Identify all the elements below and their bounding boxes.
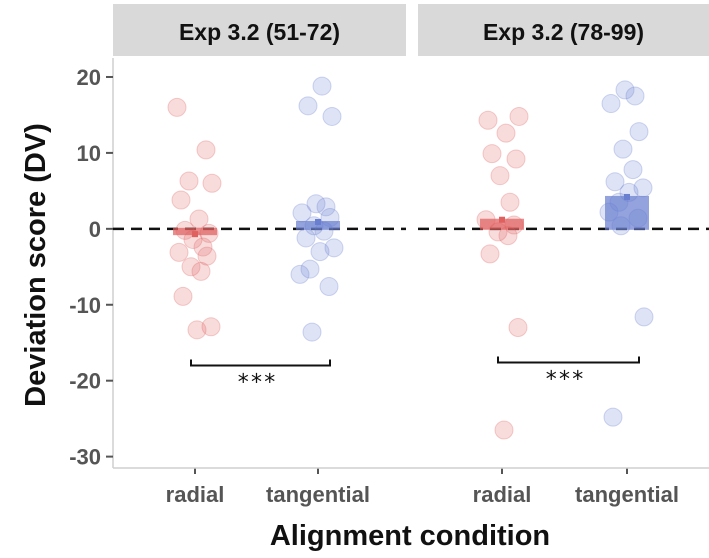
- y-tick-label: 20: [77, 65, 101, 90]
- tangential-point: [629, 122, 649, 142]
- radial-point: [488, 222, 508, 242]
- tangential-mean-marker: [315, 219, 321, 225]
- tangential-point: [615, 80, 635, 100]
- tangential-point: [319, 277, 339, 297]
- tangential-point: [633, 178, 653, 198]
- tangential-point: [292, 203, 312, 223]
- radial-point: [490, 166, 510, 186]
- x-axis-title: Alignment condition: [270, 520, 550, 552]
- y-tick-label: -20: [69, 369, 101, 394]
- tangential-point: [623, 160, 643, 180]
- radial-point: [202, 173, 222, 193]
- radial-point: [500, 192, 520, 212]
- tangential-point: [296, 228, 316, 248]
- tangential-point: [605, 172, 625, 192]
- radial-point: [193, 237, 213, 257]
- radial-point: [181, 257, 201, 277]
- radial-point: [478, 110, 498, 130]
- radial-point: [480, 244, 500, 264]
- significance-label: ***: [237, 371, 277, 396]
- tangential-point: [324, 238, 344, 258]
- tangential-point: [601, 94, 621, 114]
- radial-point: [171, 190, 191, 210]
- tangential-point: [634, 307, 654, 327]
- x-tick-label: tangential: [266, 482, 370, 507]
- tangential-point: [613, 139, 633, 159]
- x-tick-label: radial: [473, 482, 532, 507]
- radial-mean-marker: [192, 231, 198, 238]
- radial-point: [201, 317, 221, 337]
- radial-point: [175, 220, 195, 240]
- facet-panel: Exp 3.2 (78-99) radial tangential ***: [418, 4, 709, 507]
- facet-panel: Exp 3.2 (51-72) radial tangential ***: [113, 4, 406, 507]
- radial-point: [199, 223, 219, 243]
- y-tick-label: 10: [77, 141, 101, 166]
- tangential-point: [603, 407, 623, 427]
- y-axis-title: Deviation score (DV): [20, 123, 52, 407]
- tangential-point: [599, 202, 619, 222]
- facet-title: Exp 3.2 (51-72): [179, 19, 340, 45]
- radial-point: [191, 261, 211, 281]
- radial-point: [508, 318, 528, 338]
- radial-mean-marker: [499, 216, 505, 223]
- tangential-point: [625, 86, 645, 106]
- tangential-mean-marker: [624, 193, 630, 200]
- radial-point: [179, 171, 199, 191]
- radial-point: [494, 420, 514, 440]
- tangential-point: [609, 192, 629, 212]
- tangential-point: [302, 322, 322, 342]
- tangential-point: [298, 96, 318, 116]
- significance-bracket: [190, 359, 331, 367]
- tangential-mean-bar: [605, 195, 649, 230]
- y-tick-label: 0: [89, 217, 101, 242]
- tangential-point: [306, 194, 326, 214]
- y-tick-label: -10: [69, 293, 101, 318]
- radial-point: [187, 320, 207, 340]
- radial-point: [506, 149, 526, 169]
- significance-bracket: [497, 356, 640, 364]
- tangential-point: [310, 242, 330, 262]
- tangential-point: [320, 207, 340, 227]
- radial-point: [167, 97, 187, 117]
- tangential-point: [300, 259, 320, 279]
- radial-point: [189, 209, 209, 229]
- tangential-point: [611, 216, 631, 236]
- tangential-point: [314, 221, 334, 241]
- tangential-point: [290, 264, 310, 284]
- significance-label: ***: [545, 367, 585, 392]
- tangential-point: [316, 197, 336, 217]
- radial-point: [482, 144, 502, 164]
- tangential-point: [304, 216, 324, 236]
- facet-panels: Exp 3.2 (51-72)radial tangential***Exp 3.…: [113, 4, 709, 507]
- tangential-point: [322, 106, 342, 126]
- radial-point: [169, 242, 189, 262]
- radial-point: [183, 229, 203, 249]
- radial-mean-bar: [480, 218, 524, 230]
- radial-point: [504, 215, 524, 235]
- tangential-point: [619, 182, 639, 202]
- radial-point: [196, 140, 216, 160]
- y-tick-label: -30: [69, 445, 101, 470]
- facet-strip: [418, 4, 709, 56]
- facet-strip: [113, 4, 406, 56]
- tangential-point: [312, 76, 332, 96]
- x-tick-label: radial: [166, 482, 225, 507]
- x-tick-label: tangential: [575, 482, 679, 507]
- tangential-point: [628, 208, 648, 228]
- y-axis: 20 10 0 -10 -20 -30: [69, 58, 114, 470]
- facet-title: Exp 3.2 (78-99): [483, 19, 644, 45]
- radial-point: [496, 123, 516, 143]
- radial-point: [173, 286, 193, 306]
- radial-point: [509, 106, 529, 126]
- radial-point: [476, 210, 496, 230]
- tangential-mean-bar: [296, 221, 340, 230]
- radial-point: [498, 226, 518, 246]
- radial-point: [197, 246, 217, 266]
